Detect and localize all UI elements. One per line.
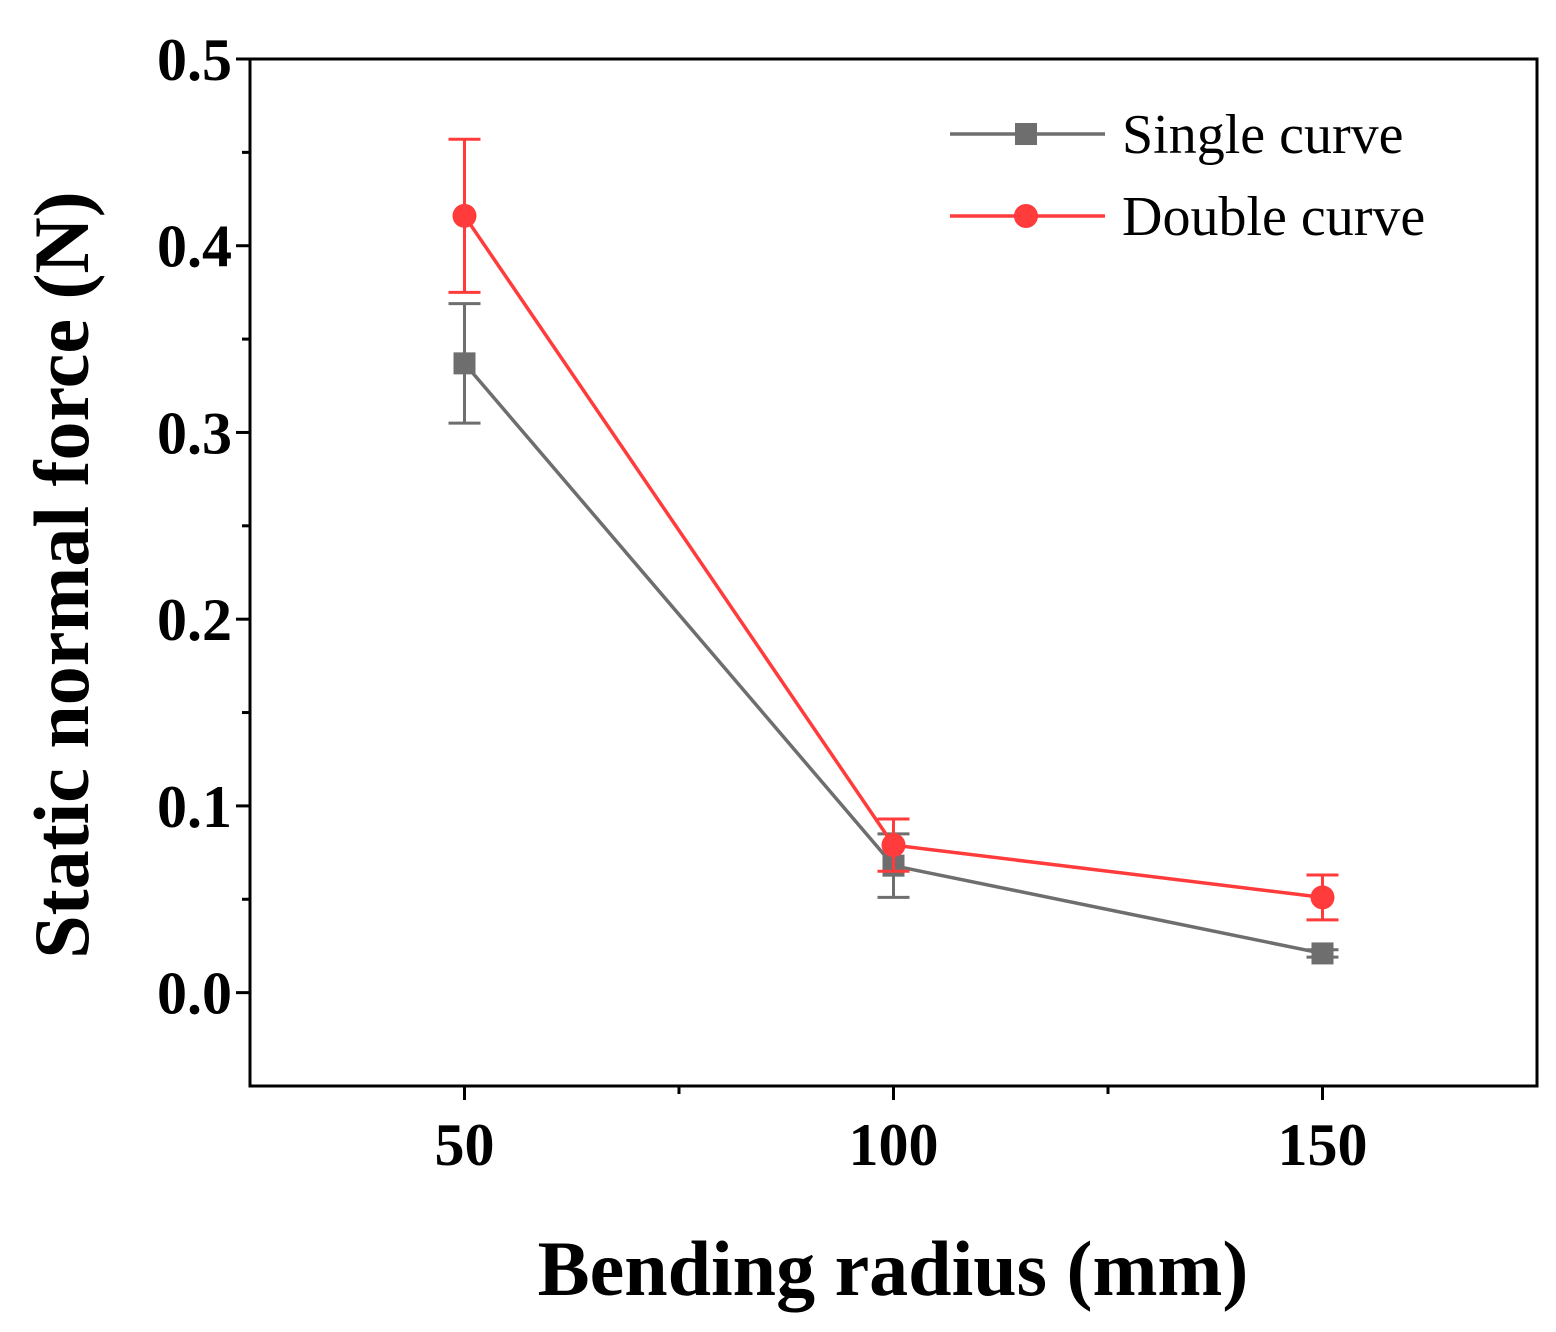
series-layer — [448, 137, 1339, 965]
y-tick-label: 0.4 — [157, 214, 232, 280]
legend-label: Single curve — [1122, 104, 1403, 166]
tick-labels: 50 100 150 0.0 0.1 0.2 0.3 0.4 0.5 — [157, 27, 1368, 1178]
legend-marker — [1015, 123, 1037, 145]
data-point — [881, 833, 906, 858]
legend: Single curve Double curve — [950, 104, 1425, 248]
y-axis-title: Static normal force (N) — [18, 191, 105, 958]
x-tick-label: 50 — [435, 1112, 495, 1178]
axis-ticks — [236, 57, 1324, 1100]
legend-item: Single curve — [950, 104, 1403, 166]
legend-marker — [1014, 204, 1038, 228]
data-point — [452, 203, 477, 228]
legend-item: Double curve — [950, 186, 1425, 248]
series-line — [463, 214, 1323, 900]
y-tick-label: 0.5 — [157, 27, 232, 93]
series-double-curve — [448, 137, 1339, 922]
x-tick-label: 150 — [1278, 1112, 1368, 1178]
y-tick-label: 0.1 — [157, 774, 232, 840]
x-axis-title: Bending radius (mm) — [538, 1225, 1249, 1312]
x-tick-label: 100 — [849, 1112, 939, 1178]
data-point — [1311, 942, 1334, 965]
data-point — [453, 352, 476, 375]
y-tick-label: 0.0 — [157, 961, 232, 1027]
y-tick-label: 0.3 — [157, 400, 232, 466]
data-point — [1310, 885, 1335, 910]
legend-label: Double curve — [1122, 186, 1425, 248]
y-tick-label: 0.2 — [157, 587, 232, 653]
